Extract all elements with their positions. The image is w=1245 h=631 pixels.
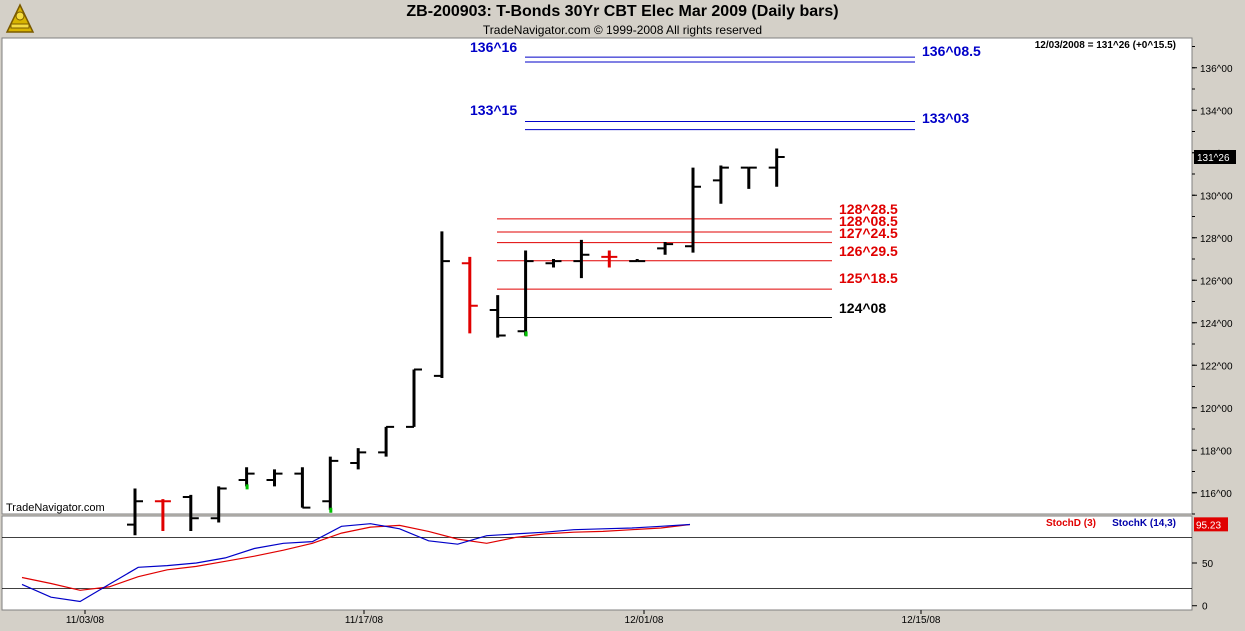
x-tick-label: 12/01/08 <box>625 615 664 626</box>
level-label: 127^24.5 <box>839 225 898 241</box>
stoch-tick-label: 50 <box>1202 559 1214 570</box>
x-tick-label: 12/15/08 <box>902 615 941 626</box>
ohlc-bar <box>182 494 199 531</box>
y-tick-label: 136^00 <box>1200 64 1233 75</box>
ohlc-bar <box>629 259 646 263</box>
y-tick-label: 128^00 <box>1200 234 1233 245</box>
chart-title: ZB-200903: T-Bonds 30Yr CBT Elec Mar 200… <box>406 3 839 20</box>
level-label: 136^16 <box>470 39 517 55</box>
last-quote-readout: 12/03/2008 = 131^26 (+0^15.5) <box>1035 40 1176 51</box>
copyright-text: TradeNavigator.com © 1999-2008 All right… <box>482 23 763 37</box>
x-tick-label: 11/03/08 <box>66 615 105 626</box>
ohlc-bar <box>461 256 478 334</box>
stochastic-panel <box>1 515 1193 611</box>
level-label: 124^08 <box>839 300 886 316</box>
ohlc-bar <box>545 259 562 268</box>
stoch-k-legend: StochK (14,3) <box>1112 518 1176 529</box>
y-tick-label: 120^00 <box>1200 404 1233 415</box>
ohlc-bar <box>378 425 395 457</box>
y-tick-label: 134^00 <box>1200 106 1233 117</box>
watermark-text: TradeNavigator.com <box>6 502 105 514</box>
ohlc-bar <box>740 166 757 189</box>
ohlc-bar <box>238 467 255 487</box>
ohlc-bar <box>768 148 785 187</box>
x-tick-label: 11/17/08 <box>345 615 384 626</box>
level-label: 126^29.5 <box>839 243 898 259</box>
stoch-tick-label: 0 <box>1202 602 1208 613</box>
y-tick-label: 116^00 <box>1200 489 1232 500</box>
ohlc-bar <box>322 456 339 510</box>
stoch-d-line <box>21 523 691 591</box>
ohlc-bar <box>127 488 143 536</box>
last-price-label: 131^26 <box>1197 153 1230 164</box>
last-price-box <box>1194 150 1236 164</box>
y-tick-label: 124^00 <box>1200 319 1233 330</box>
ohlc-bar <box>712 165 729 204</box>
y-tick-label: 118^00 <box>1200 446 1232 457</box>
ohlc-bar <box>210 486 227 523</box>
ohlc-bar <box>350 448 367 470</box>
ohlc-bar <box>573 239 590 279</box>
ohlc-bar <box>685 167 701 253</box>
green-marker <box>329 507 333 513</box>
stoch-d-legend: StochD (3) <box>1046 518 1096 529</box>
green-marker <box>524 331 528 337</box>
level-label: 125^18.5 <box>839 270 898 286</box>
ohlc-bar <box>489 295 506 338</box>
y-tick-label: 126^00 <box>1200 276 1233 287</box>
ohlc-bar <box>601 250 618 268</box>
ohlc-bar <box>657 242 674 255</box>
trade-navigator-logo-icon <box>2 2 38 38</box>
y-tick-label: 122^00 <box>1200 361 1233 372</box>
level-label: 128^08.5 <box>839 213 898 229</box>
green-marker <box>245 484 249 490</box>
ohlc-bar <box>517 250 534 336</box>
ohlc-bar <box>433 231 450 378</box>
y-tick-label: 130^00 <box>1200 191 1233 202</box>
ohlc-bar <box>154 499 171 531</box>
stoch-k-line <box>21 523 691 603</box>
stoch-last-value-label: 95.23 <box>1196 520 1221 531</box>
ohlc-bar <box>266 469 283 487</box>
stoch-last-value-box <box>1194 517 1228 532</box>
level-label: 136^08.5 <box>922 43 981 59</box>
level-label: 133^15 <box>470 102 517 118</box>
level-label: 133^03 <box>922 110 969 126</box>
level-label: 128^28.5 <box>839 201 898 217</box>
price-panel <box>1 37 1193 515</box>
ohlc-bar <box>294 467 311 509</box>
ohlc-bar <box>406 368 422 428</box>
